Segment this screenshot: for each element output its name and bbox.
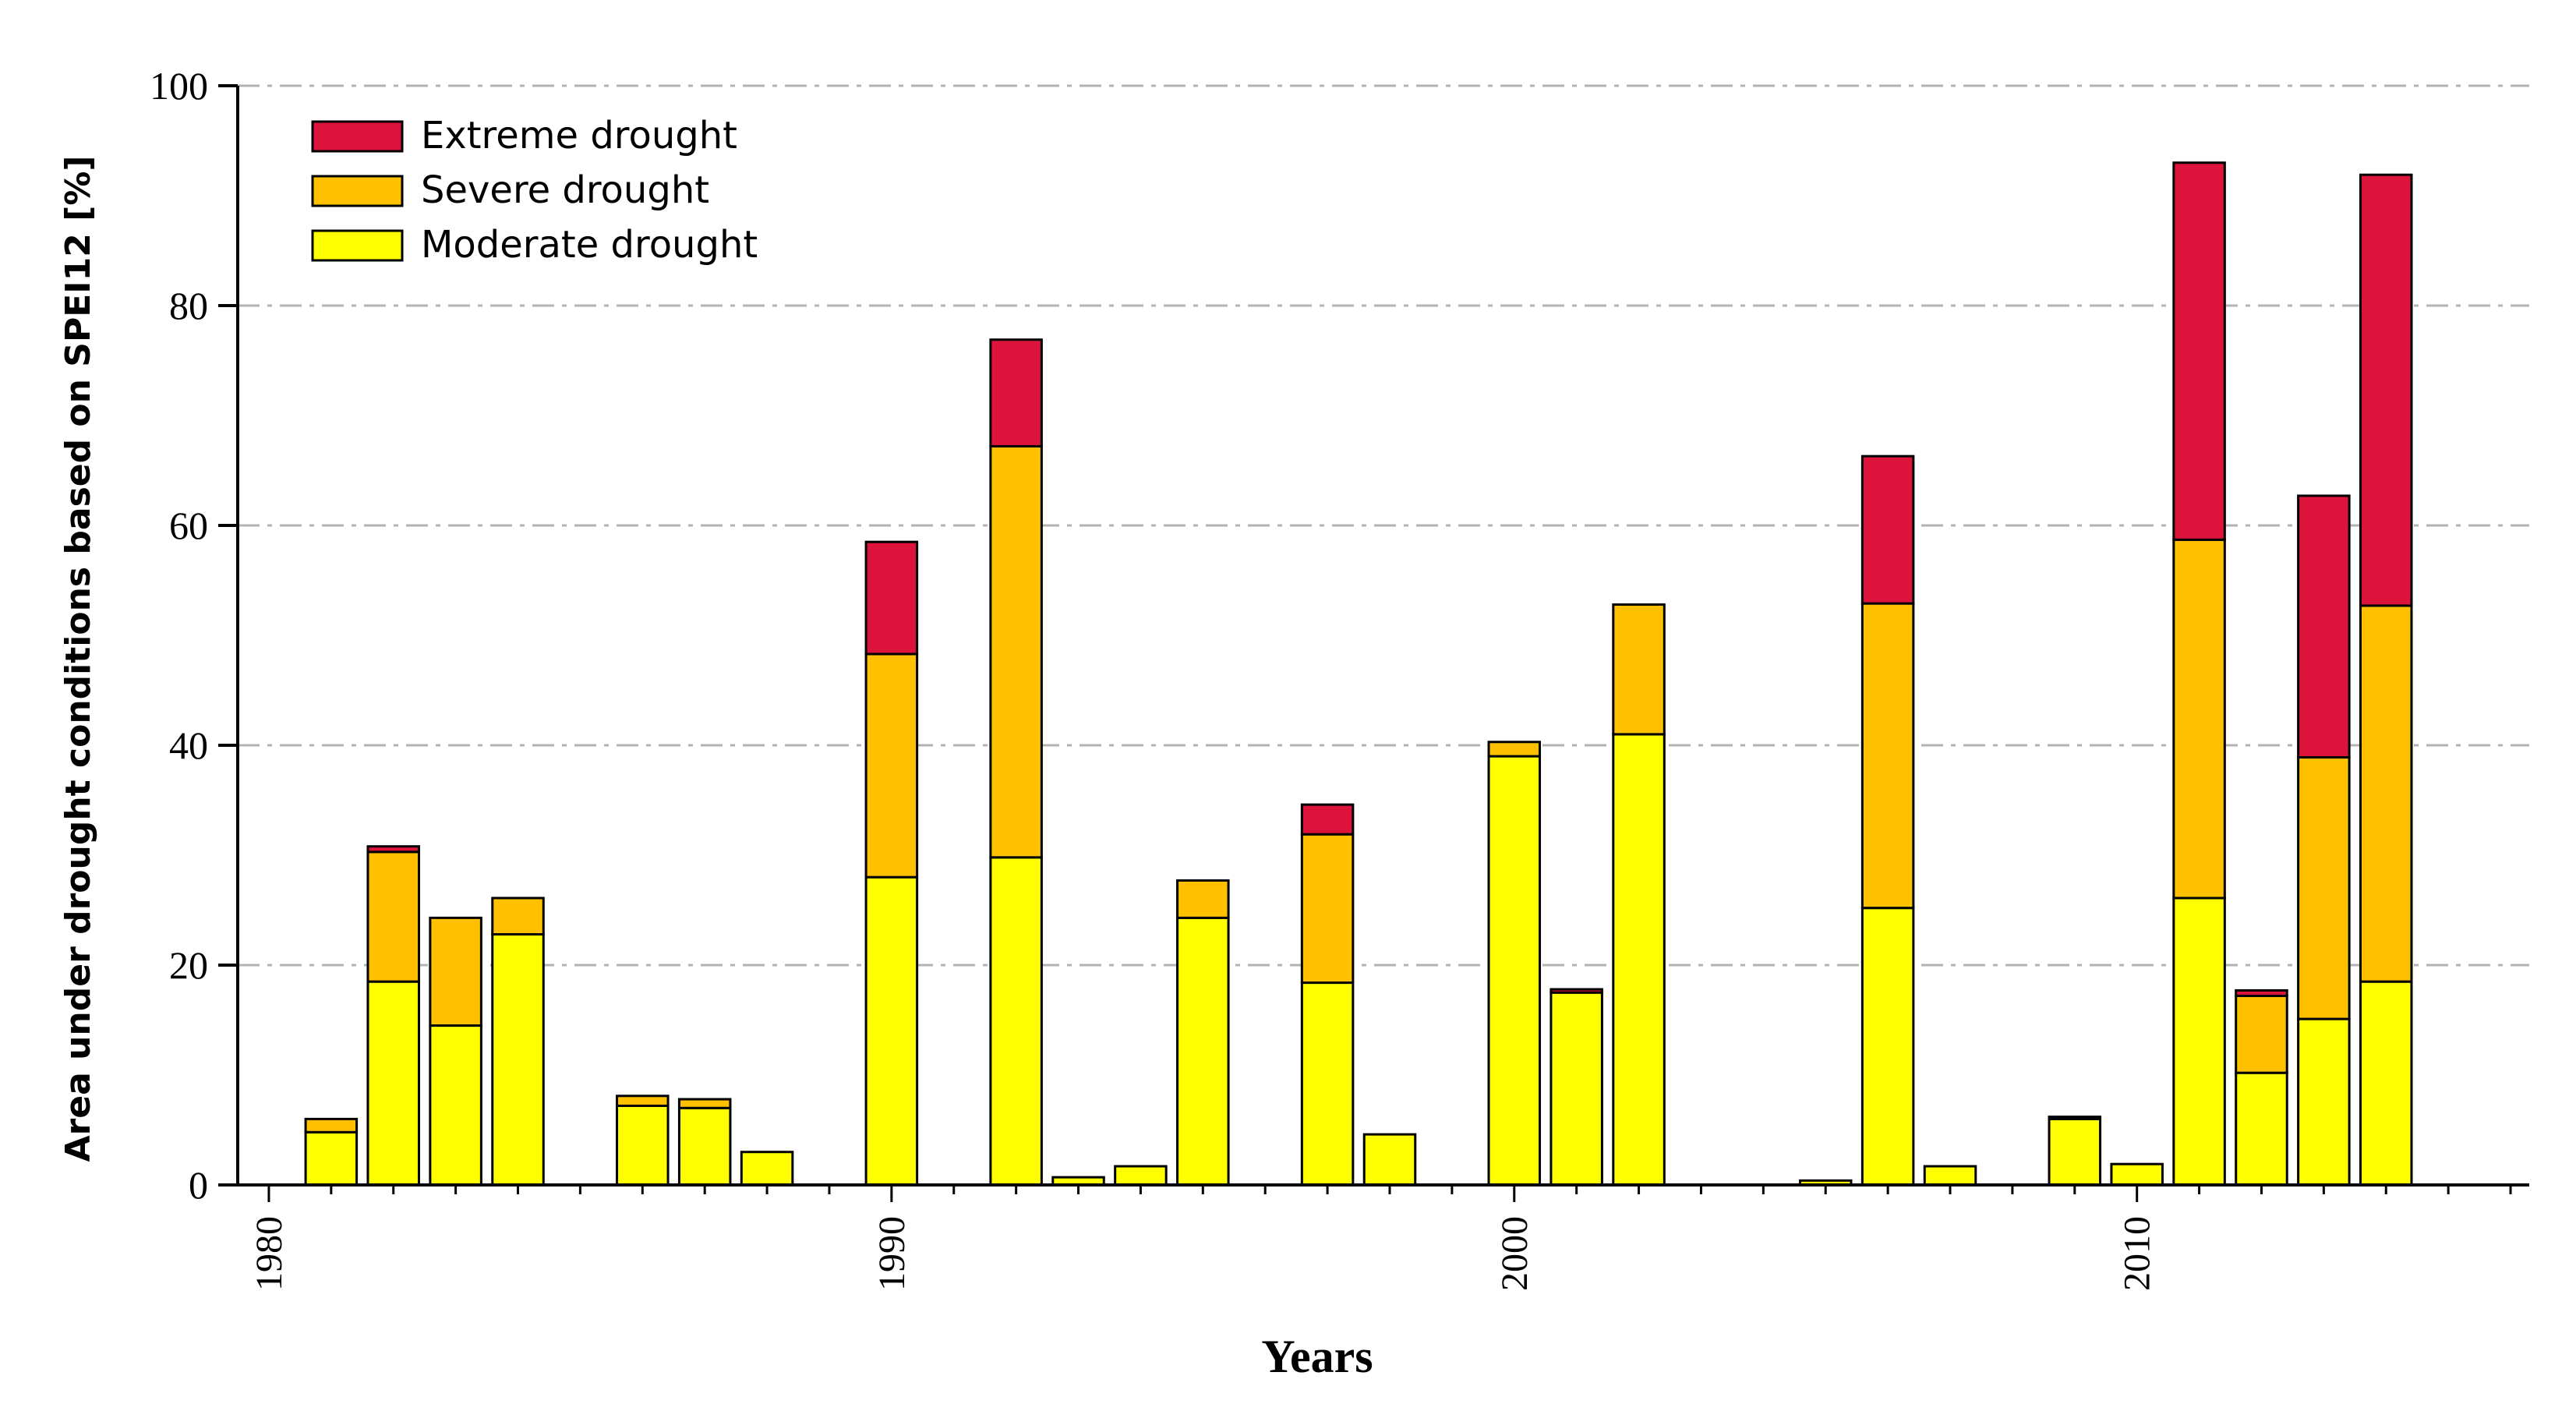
legend-swatch-moderate [311,229,404,262]
x-tick-label: 1990 [871,1216,913,1291]
y-tick-label: 0 [189,1163,208,1207]
bar-moderate-1998 [1362,1133,1417,1187]
bar-severe-1982 [366,851,420,983]
y-tick-label: 40 [169,723,208,767]
bar-moderate-1988 [740,1151,794,1187]
y-tick-label: 60 [169,504,208,547]
bar-moderate-1983 [429,1024,482,1187]
legend-label-moderate: Moderate drought [421,223,758,267]
bar-moderate-1981 [304,1130,359,1187]
bar-severe-2011 [2172,538,2226,900]
bar-moderate-1990 [864,875,919,1187]
bar-severe-1992 [989,444,1043,859]
x-tick-label: 1980 [249,1216,290,1291]
bar-severe-1986 [616,1095,670,1107]
bar-extreme-2011 [2172,161,2226,541]
bar-moderate-2007 [1923,1165,1977,1187]
y-axis-ticks: 0 20 40 60 80 100 [150,64,238,1207]
legend-swatch-extreme [311,120,404,153]
bar-extreme-1982 [366,845,420,854]
x-tick-label: 2010 [2117,1216,2158,1291]
bar-extreme-2013 [2297,494,2351,759]
x-axis-label: Years [1261,1331,1373,1382]
y-tick-label: 80 [169,284,208,327]
legend-label-extreme: Extreme drought [421,114,737,157]
bar-severe-1987 [677,1098,732,1109]
bar-moderate-1982 [366,980,420,1187]
bar-severe-2013 [2297,756,2351,1020]
legend-swatch-severe [311,175,404,207]
y-tick-label: 20 [169,943,208,987]
bar-severe-2000 [1487,741,1542,758]
bar-severe-1990 [864,652,919,879]
bar-extreme-2009 [2048,1116,2102,1120]
bar-moderate-2011 [2172,897,2226,1187]
bar-moderate-2012 [2235,1071,2288,1187]
bar-severe-1997 [1300,833,1355,985]
bar-moderate-2009 [2048,1117,2102,1187]
bar-severe-1983 [429,916,482,1027]
bar-extreme-1997 [1300,803,1355,836]
bar-extreme-2006 [1860,454,1915,605]
bar-extreme-1990 [864,540,919,656]
legend: Extreme drought Severe drought Moderate … [311,114,758,267]
y-axis-label: Area under drought conditions based on S… [58,155,98,1162]
bar-severe-1981 [304,1117,359,1133]
bar-moderate-1987 [677,1106,732,1187]
stacked-bars [304,161,2413,1187]
x-tick-label: 2000 [1494,1216,1535,1291]
bar-severe-2002 [1612,603,1666,736]
bar-moderate-1984 [491,933,545,1187]
bar-moderate-2006 [1860,907,1915,1187]
bar-severe-2014 [2359,604,2413,983]
y-tick-label: 100 [150,64,208,108]
bar-extreme-2012 [2235,988,2288,997]
bar-extreme-2014 [2359,173,2413,607]
axes [236,86,2529,1187]
bar-severe-2012 [2235,994,2288,1074]
bar-moderate-2013 [2297,1017,2351,1187]
legend-label-severe: Severe drought [421,168,709,212]
bar-extreme-1992 [989,338,1043,447]
bar-moderate-2002 [1612,733,1666,1187]
bar-severe-2006 [1860,602,1915,910]
bar-extreme-2001 [1549,988,1603,994]
bar-severe-1995 [1176,879,1230,919]
bar-moderate-1994 [1114,1165,1168,1187]
bar-moderate-1995 [1176,916,1230,1187]
bar-moderate-2014 [2359,980,2413,1187]
grid-lines [238,84,2529,967]
bar-severe-1984 [491,897,545,936]
bar-moderate-1986 [616,1104,670,1187]
x-axis-ticks: 1980 1990 2000 2010 [249,1185,2512,1291]
bar-moderate-2000 [1487,755,1542,1187]
bar-moderate-2010 [2110,1162,2164,1187]
bar-moderate-1992 [989,856,1043,1187]
bar-moderate-1997 [1300,981,1355,1187]
bar-moderate-2001 [1549,991,1603,1187]
